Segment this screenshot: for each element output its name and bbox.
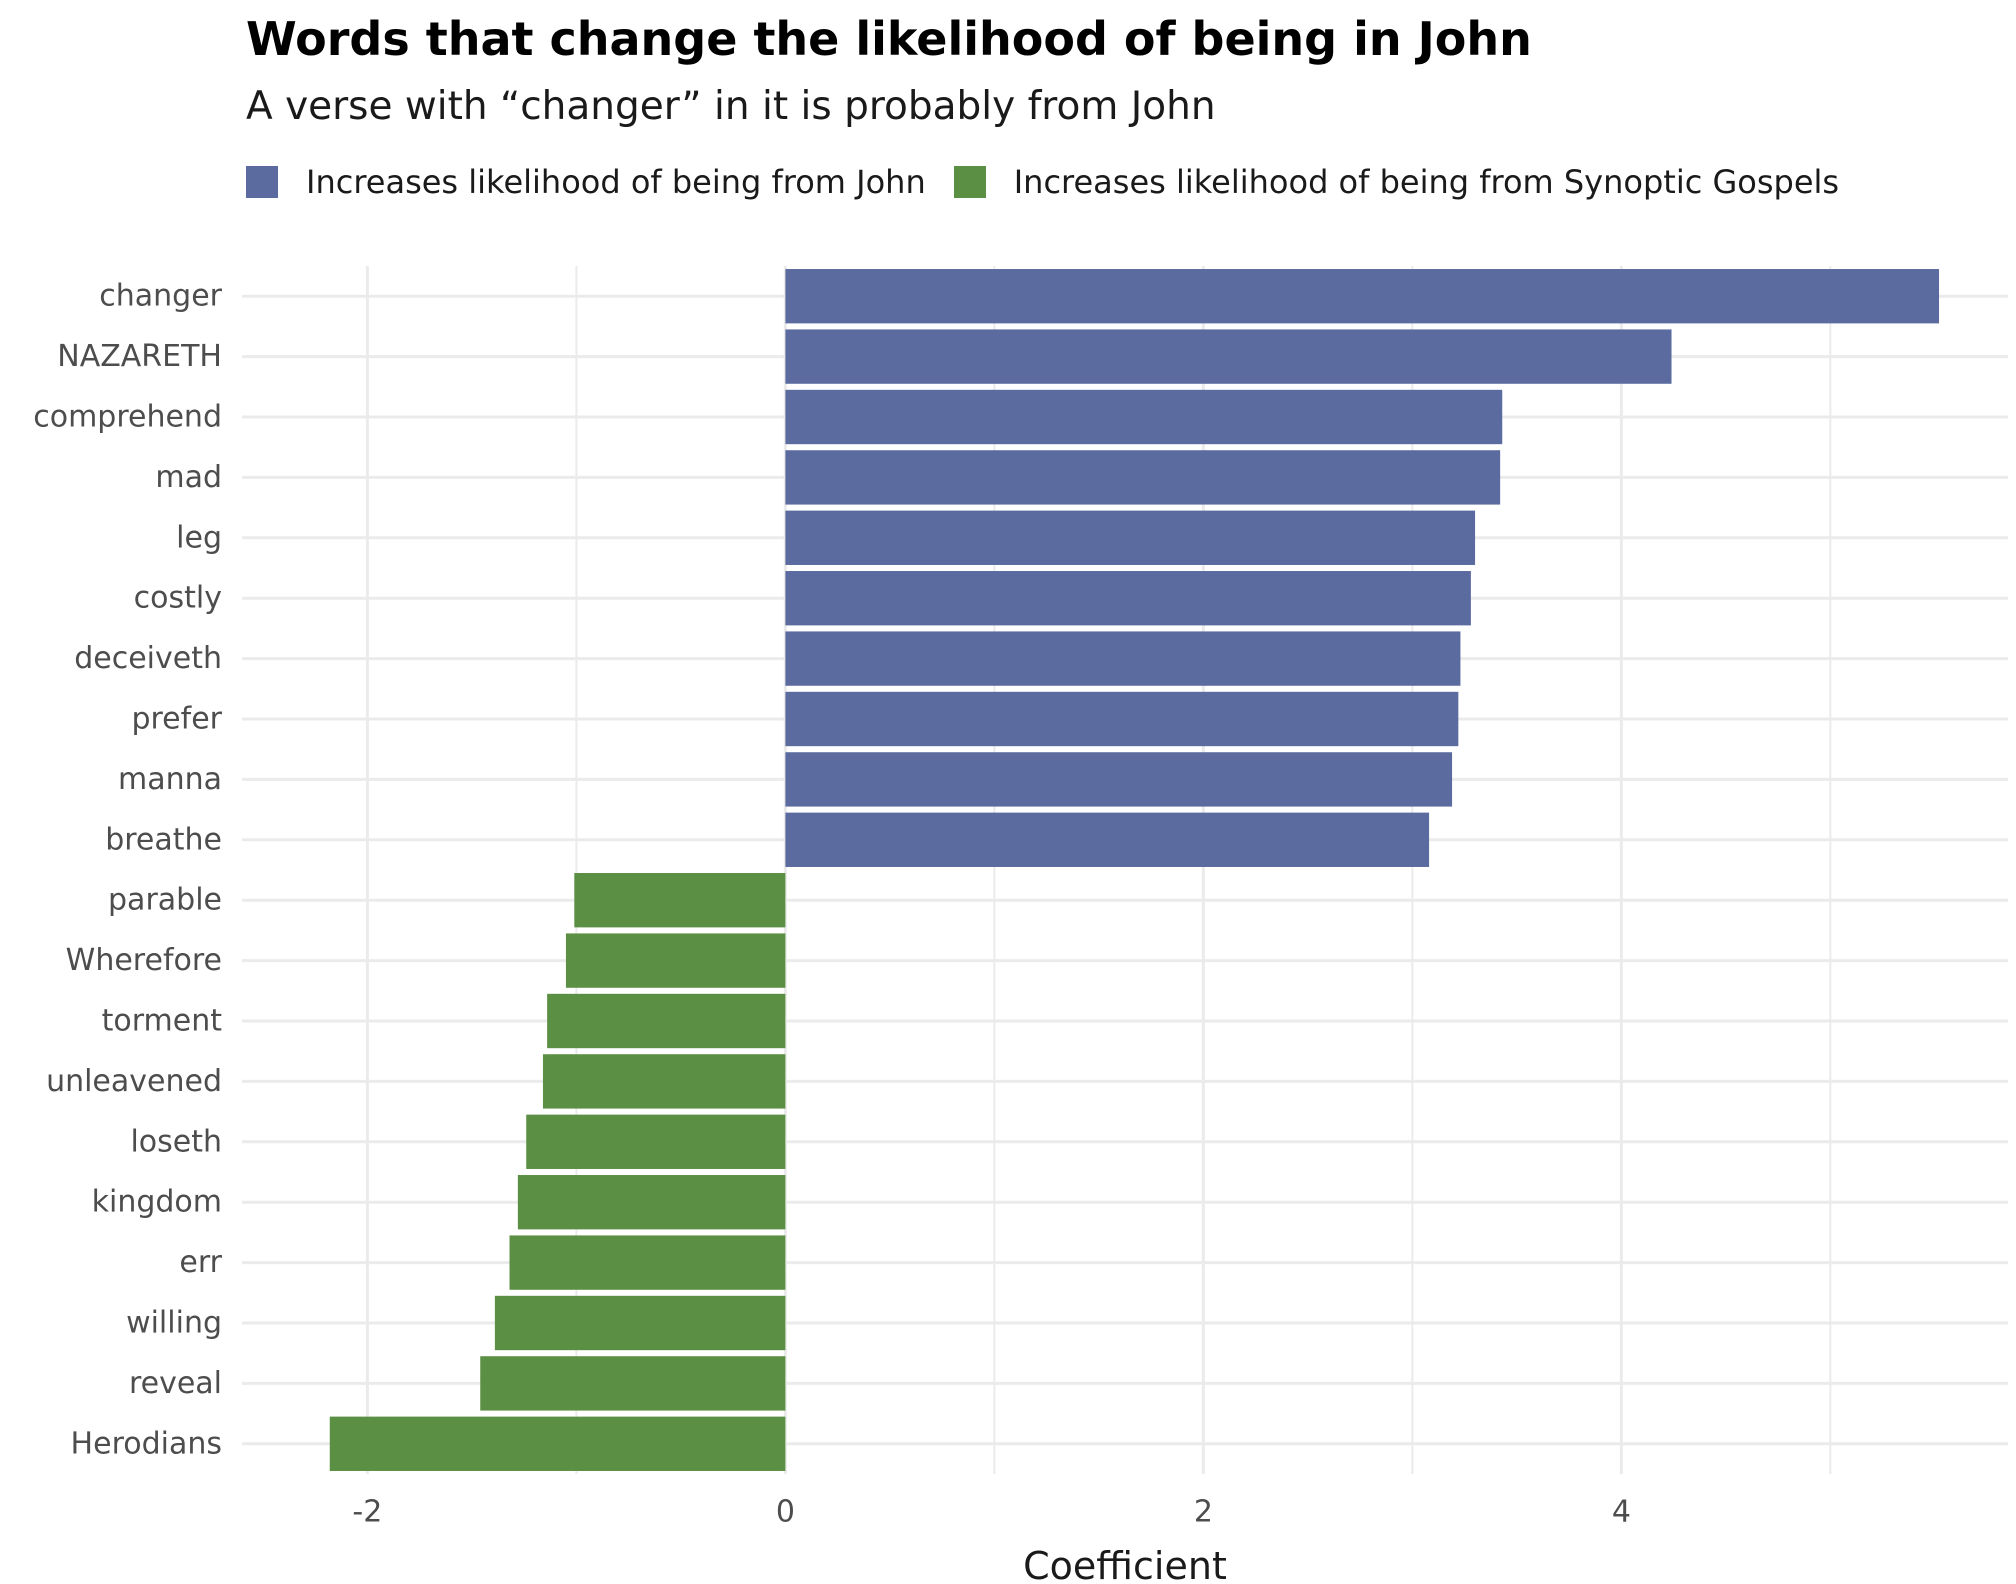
legend-swatch-john [246, 166, 278, 198]
bar-reveal [480, 1356, 786, 1411]
bar-parable [574, 873, 786, 928]
y-tick-label: comprehend [33, 400, 222, 435]
bar-unleavened [542, 1054, 786, 1109]
bar-herodians [329, 1416, 786, 1471]
x-tick-label: -2 [352, 1495, 382, 1530]
bar-torment [547, 993, 786, 1049]
x-tick-label: 0 [776, 1495, 795, 1530]
y-tick-label: NAZARETH [57, 339, 222, 374]
x-axis-title: Coefficient [1023, 1544, 1227, 1584]
y-tick-label: leg [176, 520, 222, 555]
bar-breathe [785, 812, 1430, 867]
y-tick-label: err [179, 1245, 222, 1280]
legend-label-john: Increases likelihood of being from John [306, 163, 926, 201]
y-tick-label: manna [118, 762, 222, 797]
y-tick-label: breathe [105, 822, 222, 857]
y-tick-label: kingdom [92, 1185, 222, 1220]
y-tick-label: parable [108, 883, 222, 918]
bar-costly [785, 571, 1471, 626]
y-tick-label: deceiveth [74, 641, 222, 676]
bar-mad [785, 450, 1501, 505]
y-tick-label: costly [134, 581, 222, 616]
y-tick-label: willing [126, 1306, 222, 1341]
y-tick-label: Wherefore [66, 943, 222, 978]
legend-item-synoptic: Increases likelihood of being from Synop… [953, 163, 1840, 201]
y-tick-label: mad [155, 460, 222, 495]
chart-title: Words that change the likelihood of bein… [246, 12, 1532, 66]
bar-loseth [526, 1114, 786, 1169]
y-tick-label: unleavened [46, 1064, 222, 1099]
legend-item-john: Increases likelihood of being from John [246, 163, 926, 201]
bar-err [509, 1235, 786, 1290]
bar-nazareth [785, 329, 1672, 384]
bar-manna [785, 752, 1453, 807]
bar-changer [785, 269, 1940, 324]
legend: Increases likelihood of being from John … [246, 160, 1867, 204]
y-tick-label: changer [99, 279, 222, 314]
legend-label-synoptic: Increases likelihood of being from Synop… [1013, 163, 1840, 201]
bar-wherefore [565, 933, 786, 988]
bar-deceiveth [785, 631, 1461, 686]
bar-comprehend [785, 389, 1503, 445]
bar-prefer [785, 691, 1459, 747]
bar-willing [494, 1295, 786, 1351]
x-tick-label: 2 [1194, 1495, 1213, 1530]
bar-kingdom [517, 1175, 786, 1230]
y-tick-label: prefer [131, 702, 222, 737]
legend-swatch-synoptic [953, 166, 986, 198]
y-tick-label: loseth [130, 1124, 222, 1159]
x-tick-label: 4 [1612, 1495, 1631, 1530]
y-tick-label: torment [102, 1004, 223, 1039]
chart-subtitle: A verse with “changer” in it is probably… [246, 84, 1216, 129]
y-tick-label: reveal [129, 1366, 222, 1401]
bar-leg [785, 510, 1476, 565]
y-tick-label: Herodians [71, 1426, 222, 1461]
